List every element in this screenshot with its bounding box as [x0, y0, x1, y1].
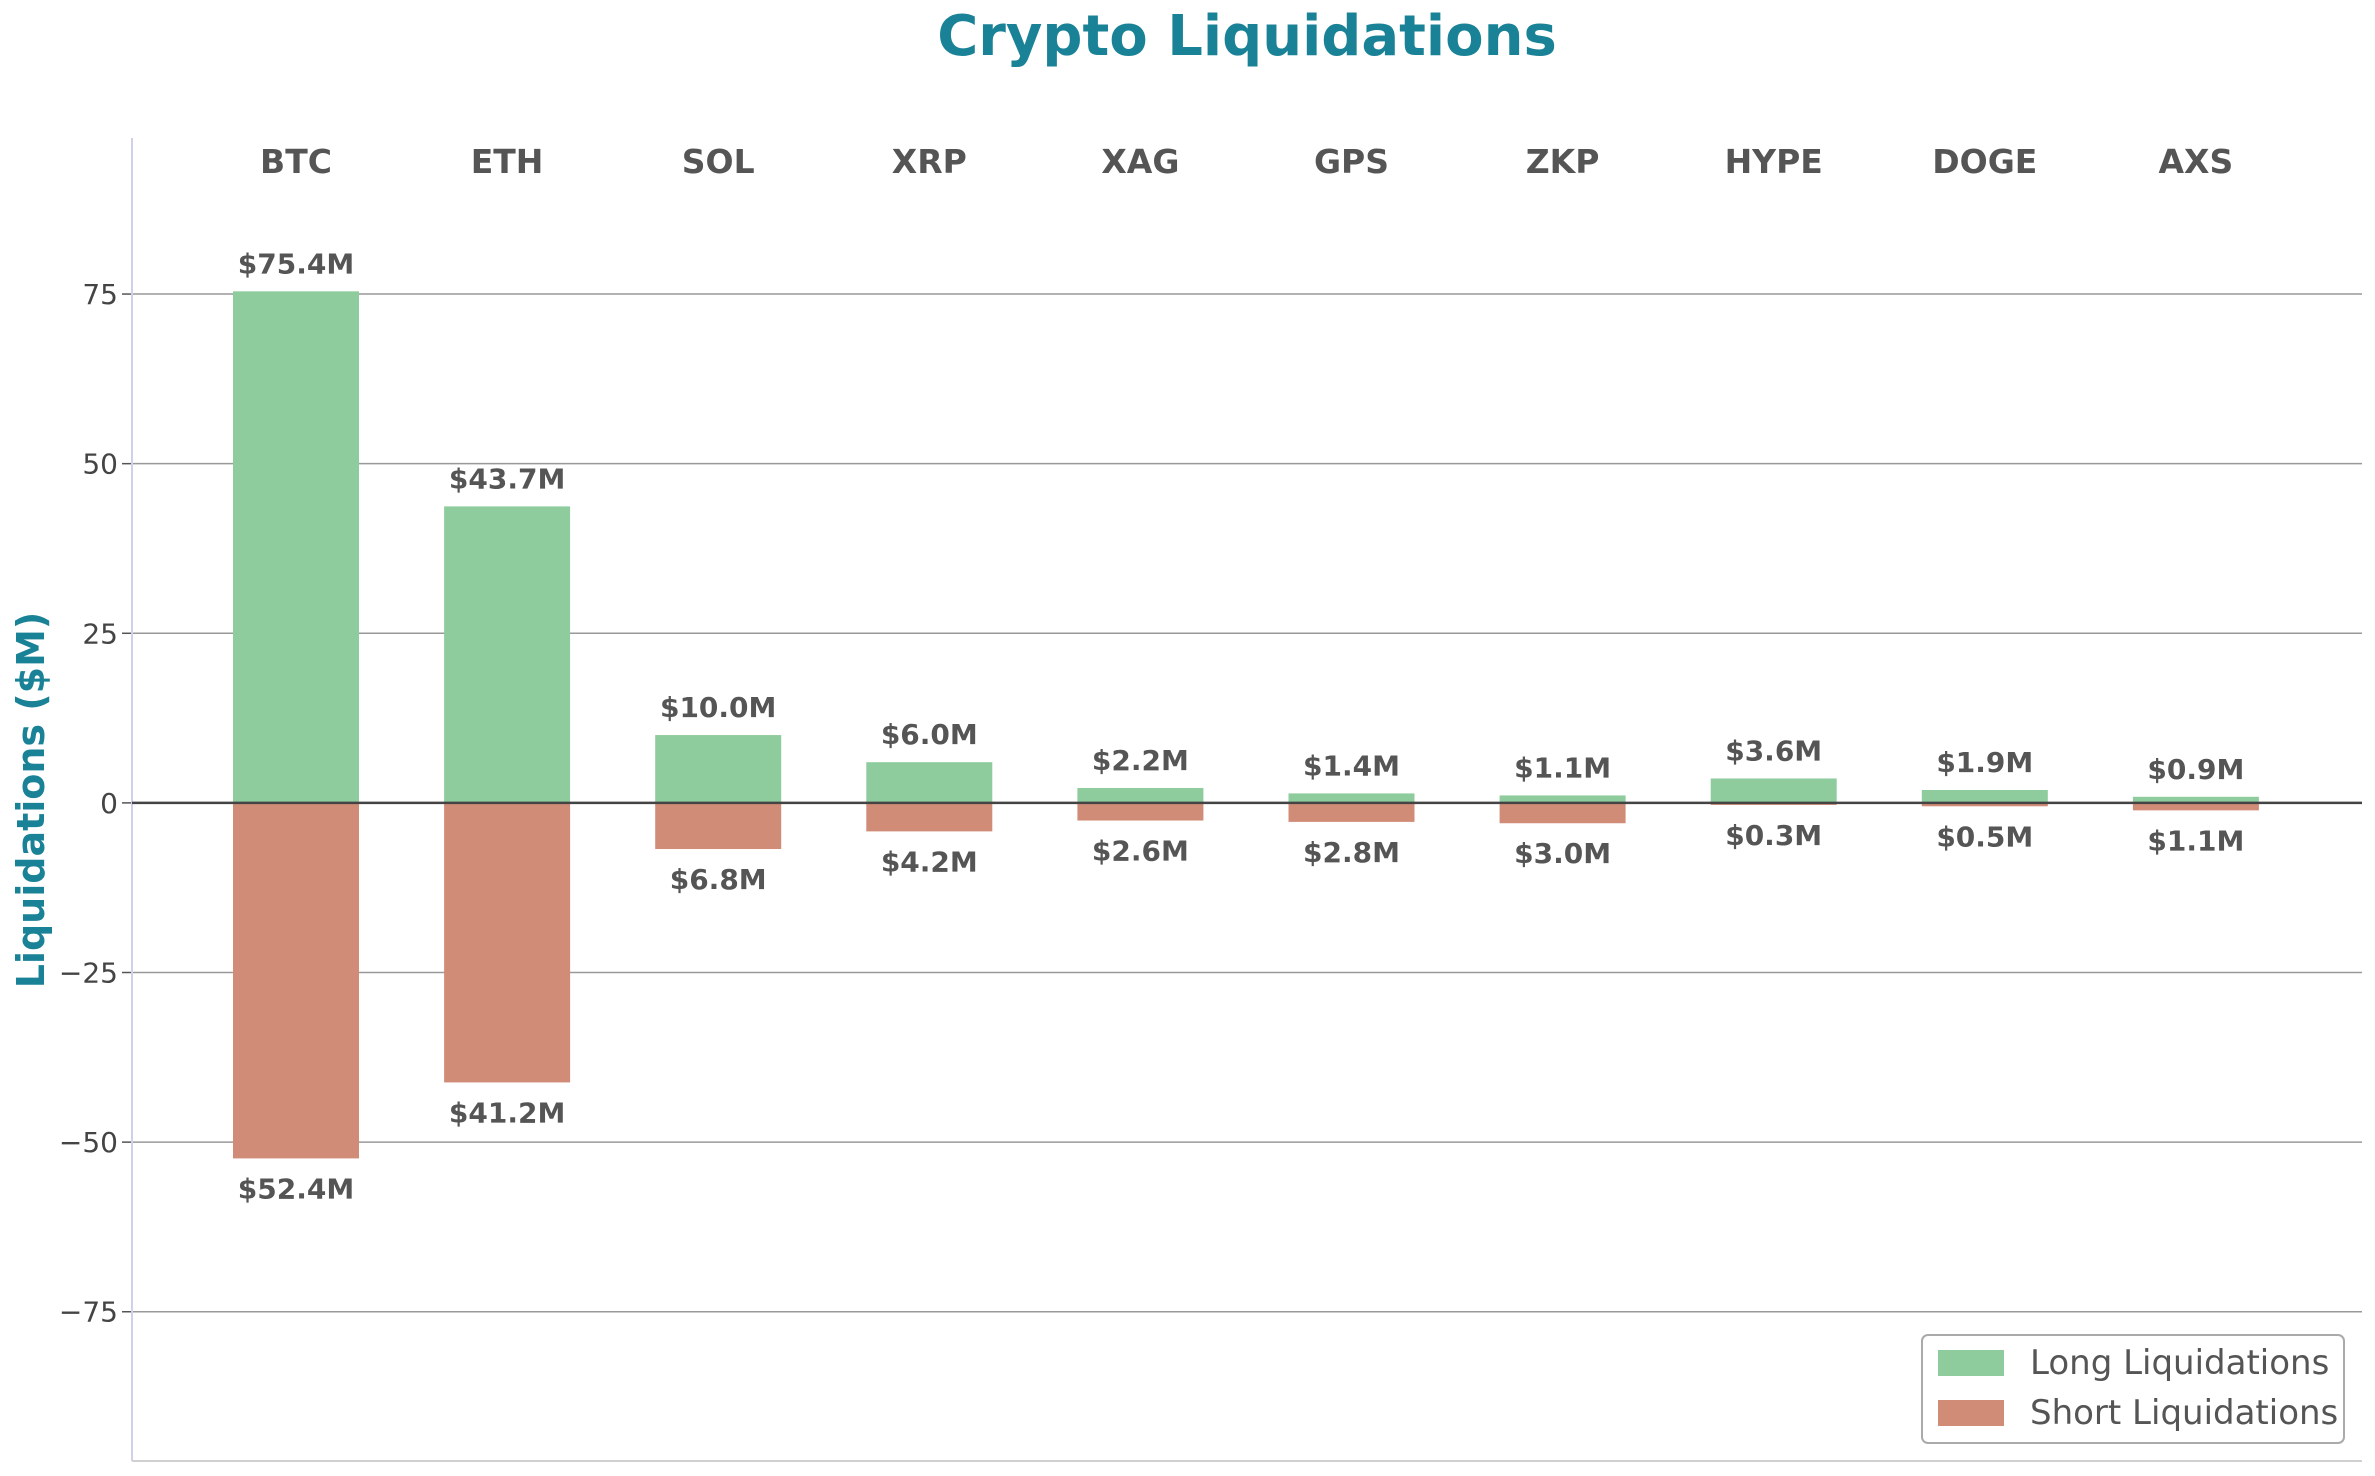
category-label: SOL — [682, 142, 755, 181]
data-labels: BTC $75.4M $52.4M ETH $43.7M $41.2M SOL $10.0M $… — [238, 142, 2245, 1205]
y-tick-label: 25 — [82, 617, 118, 650]
long-bar — [1710, 778, 1837, 803]
y-tick-label: 0 — [100, 787, 118, 820]
short-value-label: $4.2M — [881, 845, 978, 878]
short-value-label: $3.0M — [1514, 837, 1611, 870]
legend: Long Liquidations Short Liquidations — [1921, 1334, 2345, 1444]
short-bar — [1077, 802, 1204, 821]
short-value-label: $41.2M — [449, 1096, 565, 1129]
short-bar — [2132, 802, 2259, 811]
y-axis-label: Liquidations ($M) — [9, 612, 53, 989]
long-value-label: $10.0M — [660, 691, 776, 724]
long-value-label: $43.7M — [449, 462, 565, 495]
short-value-label: $6.8M — [670, 863, 767, 896]
legend-label-short: Short Liquidations — [2030, 1393, 2338, 1433]
long-bar — [1499, 795, 1626, 803]
long-bar — [655, 735, 782, 803]
short-bar — [866, 802, 993, 832]
y-tick-label: 50 — [82, 448, 118, 481]
category-label: ETH — [471, 142, 544, 181]
long-bar — [233, 291, 359, 803]
chart-title: Crypto Liquidations — [937, 4, 1557, 69]
short-value-label: $0.5M — [1936, 820, 2033, 853]
long-value-label: $0.9M — [2147, 753, 2244, 786]
category-label: XRP — [892, 142, 967, 181]
long-bar — [444, 506, 571, 803]
category-label: XAG — [1101, 142, 1179, 181]
legend-swatch-long — [1938, 1350, 2004, 1376]
long-value-label: $3.6M — [1725, 734, 1822, 767]
legend-label-long: Long Liquidations — [2030, 1343, 2329, 1383]
long-value-label: $1.4M — [1303, 749, 1400, 782]
long-bar — [1288, 793, 1415, 803]
long-value-label: $1.1M — [1514, 751, 1611, 784]
short-bar — [1288, 802, 1415, 822]
y-tick-label: −25 — [59, 957, 118, 990]
category-label: GPS — [1314, 142, 1389, 181]
short-bar — [233, 802, 359, 1159]
category-label: ZKP — [1526, 142, 1600, 181]
category-label: DOGE — [1932, 142, 2037, 181]
y-tick-label: −50 — [59, 1126, 118, 1159]
category-label: HYPE — [1725, 142, 1823, 181]
long-bar — [1077, 787, 1204, 803]
long-value-label: $2.2M — [1092, 744, 1189, 777]
long-value-label: $75.4M — [238, 247, 354, 280]
short-bar — [1921, 802, 2048, 807]
legend-box — [1921, 1334, 2345, 1444]
short-value-label: $0.3M — [1725, 819, 1822, 852]
long-bar — [2132, 796, 2259, 803]
long-value-label: $1.9M — [1936, 746, 2033, 779]
legend-swatch-short — [1938, 1400, 2004, 1426]
short-value-label: $2.8M — [1303, 836, 1400, 869]
y-tick-label: 75 — [82, 278, 118, 311]
category-label: AXS — [2159, 142, 2234, 181]
short-value-label: $2.6M — [1092, 835, 1189, 868]
category-label: BTC — [260, 142, 332, 181]
long-bar — [866, 762, 993, 803]
short-bar — [444, 802, 571, 1083]
long-value-label: $6.0M — [881, 718, 978, 751]
bars — [233, 291, 2259, 1159]
y-tick-label: −75 — [59, 1296, 118, 1329]
short-bar — [1499, 802, 1626, 824]
short-bar — [655, 802, 782, 850]
long-bar — [1921, 790, 2048, 803]
short-value-label: $1.1M — [2147, 824, 2244, 857]
axes: −75 −50 −25 0 25 50 75 — [59, 138, 2362, 1462]
short-value-label: $52.4M — [238, 1172, 354, 1205]
